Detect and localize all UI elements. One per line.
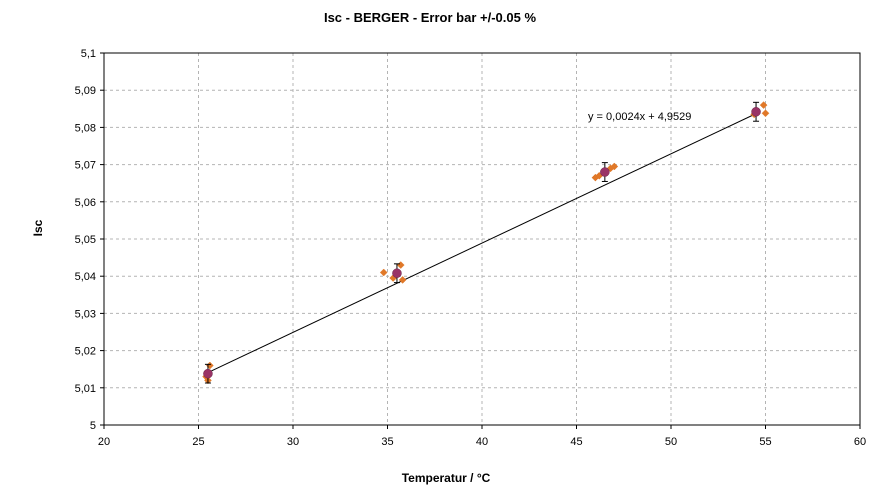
data-points [202, 101, 770, 385]
plot-border [103, 52, 861, 426]
x-tick-label: 30 [287, 436, 299, 448]
grid-lines [104, 53, 860, 425]
measurement-point [761, 109, 770, 118]
y-tick-label: 5,03 [75, 308, 96, 320]
x-tick-label: 25 [192, 436, 204, 448]
x-tick-label: 20 [98, 436, 110, 448]
x-tick-label: 60 [854, 436, 866, 448]
chart-title: Isc - BERGER - Error bar +/-0.05 % [324, 10, 536, 25]
trendline [207, 113, 757, 374]
measurement-point [398, 276, 407, 284]
x-tick-label: 40 [476, 436, 488, 448]
y-tick-label: 5,04 [75, 271, 96, 283]
mean-point [751, 107, 761, 117]
x-tick-labels: 20 25 30 35 40 45 50 55 60 [98, 436, 866, 448]
mean-point [392, 268, 402, 278]
y-tick-label: 5 [90, 420, 96, 432]
y-tick-label: 5,06 [75, 197, 96, 209]
measurement-point [759, 101, 768, 109]
x-tick-label: 55 [759, 436, 771, 448]
y-tick-label: 5,08 [75, 122, 96, 134]
y-tick-label: 5,05 [75, 234, 96, 246]
x-tick-label: 50 [665, 436, 677, 448]
y-tick-label: 5,01 [75, 383, 96, 395]
measurement-point [610, 162, 619, 171]
y-tick-label: 5,07 [75, 160, 96, 172]
axes [100, 52, 861, 429]
y-axis-label: Isc [31, 219, 45, 236]
x-axis-label: Temperatur / °C [402, 471, 491, 485]
trendline-group [207, 113, 757, 374]
y-tick-label: 5,02 [75, 346, 96, 358]
y-tick-label: 5,1 [81, 48, 96, 60]
y-tick-labels: 5 5,01 5,02 5,03 5,04 5,05 5,06 5,07 5,08 5,09 5,1 [75, 48, 96, 432]
mean-point [203, 368, 213, 379]
measurement-point [379, 268, 388, 277]
y-tick-label: 5,09 [75, 85, 96, 97]
equation-label: y = 0,0024x + 4,9529 [588, 111, 691, 123]
x-tick-label: 45 [570, 436, 582, 448]
x-tick-label: 35 [381, 436, 393, 448]
mean-point [600, 167, 610, 177]
